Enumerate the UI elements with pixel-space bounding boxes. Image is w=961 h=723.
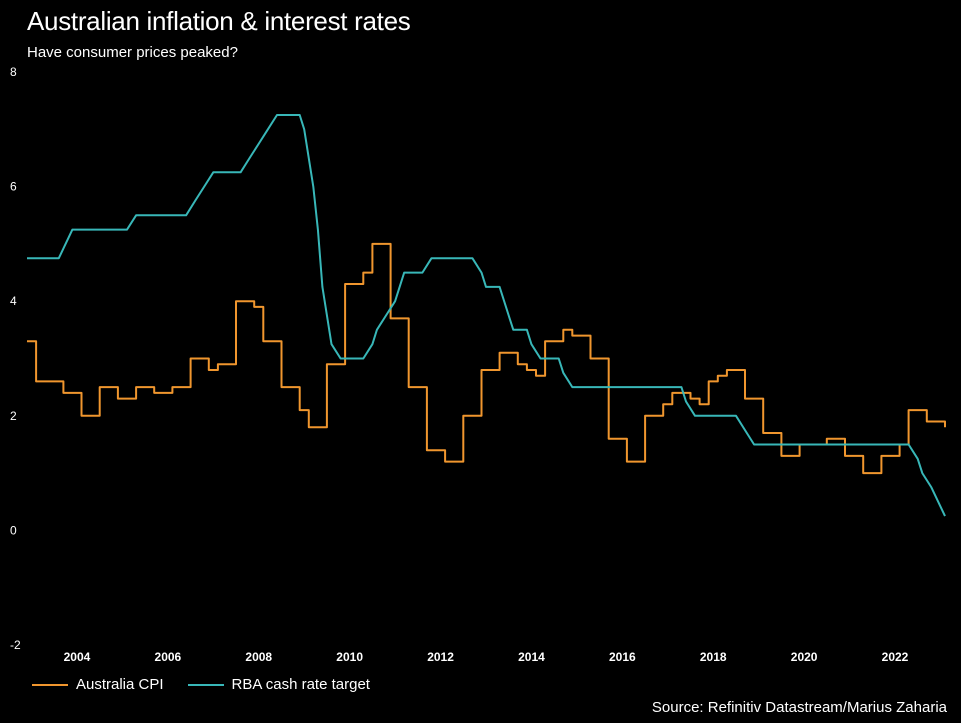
y-tick-label: 6 bbox=[10, 180, 17, 194]
legend-label-cpi: Australia CPI bbox=[76, 676, 164, 693]
legend-item-cash-rate: RBA cash rate target bbox=[187, 676, 370, 693]
y-axis-ticks: 8 6 4 2 0 -2 bbox=[10, 65, 21, 652]
x-tick-label: 2020 bbox=[791, 650, 818, 664]
x-tick-label: 2010 bbox=[336, 650, 363, 664]
x-tick-label: 2014 bbox=[518, 650, 545, 664]
x-tick-label: 2022 bbox=[882, 650, 909, 664]
y-tick-label: 4 bbox=[10, 294, 17, 308]
x-axis-ticks: 2004 2006 2008 2010 2012 2014 2016 2018 2020 2022 bbox=[64, 650, 909, 664]
chart-title: Australian inflation & interest rates bbox=[27, 6, 411, 36]
x-tick-label: 2008 bbox=[245, 650, 272, 664]
series-group bbox=[27, 114, 946, 517]
legend-item-cpi: Australia CPI bbox=[32, 676, 164, 693]
x-tick-label: 2012 bbox=[427, 650, 454, 664]
legend: Australia CPI RBA cash rate target bbox=[32, 676, 394, 693]
series-line-cash-rate bbox=[27, 114, 946, 517]
x-tick-label: 2006 bbox=[155, 650, 182, 664]
legend-swatch-cpi bbox=[32, 683, 68, 686]
y-tick-label: 8 bbox=[10, 65, 17, 79]
x-tick-label: 2004 bbox=[64, 650, 91, 664]
legend-label-cash-rate: RBA cash rate target bbox=[231, 676, 370, 693]
y-tick-label: 0 bbox=[10, 523, 17, 537]
x-tick-label: 2018 bbox=[700, 650, 727, 664]
source-note: Source: Refinitiv Datastream/Marius Zaha… bbox=[651, 699, 947, 716]
y-tick-label: -2 bbox=[10, 638, 21, 652]
y-tick-label: 2 bbox=[10, 409, 17, 423]
series-line-cpi bbox=[27, 242, 946, 475]
x-tick-label: 2016 bbox=[609, 650, 636, 664]
legend-swatch-cash-rate bbox=[187, 683, 224, 686]
chart-subtitle: Have consumer prices peaked? bbox=[27, 44, 238, 61]
